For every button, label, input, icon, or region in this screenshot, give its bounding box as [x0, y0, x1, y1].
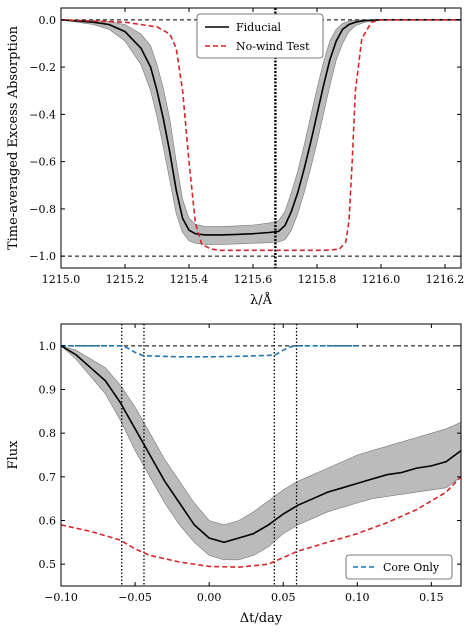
legend-label-core-only: Core Only: [383, 561, 440, 574]
y-tick-label: 0.9: [39, 384, 57, 397]
legend-label-fiducial: Fiducial: [236, 21, 282, 34]
x-axis-label-top: λ/Å: [250, 292, 273, 308]
legend-top: Fiducial No-wind Test: [196, 13, 324, 59]
y-tick-label: 0.6: [39, 515, 57, 528]
x-ticks-bottom: −0.10 −0.05 0.00 0.05 0.10 0.15: [44, 324, 444, 604]
x-tick-label: 0.10: [345, 591, 370, 604]
series-top: [60, 18, 461, 252]
legend-box-top: [196, 13, 324, 59]
series-line-2: [61, 344, 358, 358]
legend-label-no-wind: No-wind Test: [236, 40, 310, 53]
x-tick-label: 1216.2: [426, 273, 465, 286]
x-tick-label: 1215.4: [170, 273, 209, 286]
y-tick-label: −0.6: [29, 156, 56, 169]
fiducial-band-top: [60, 19, 461, 245]
top-panel: 1215.0 1215.2 1215.4 1215.6 1215.8 1216.0 1216…: [6, 7, 465, 308]
x-tick-label: 1215.6: [234, 273, 273, 286]
y-tick-label: 0.7: [39, 471, 57, 484]
x-tick-label: 1215.8: [298, 273, 337, 286]
y-tick-label: 1.0: [39, 340, 57, 353]
y-ticks-top: 0.0 −0.2 −0.4 −0.6 −0.8 −1.0: [29, 14, 461, 263]
y-axis-label-top: Time-averaged Excess Absorption: [6, 25, 21, 250]
fiducial-band-bottom: [60, 345, 462, 561]
y-tick-label: 0.0: [39, 14, 57, 27]
series-line-1: [60, 18, 461, 252]
x-tick-label: −0.10: [44, 591, 78, 604]
uncertainty-band-0: [60, 19, 461, 245]
series-bottom: [60, 344, 462, 569]
y-tick-label: −0.4: [29, 108, 56, 121]
x-axis-label-bottom: Δt/day: [240, 611, 283, 626]
x-tick-label: 1215.0: [42, 273, 81, 286]
y-ticks-bottom: 0.5 0.6 0.7 0.8 0.9 1.0: [39, 340, 461, 571]
y-tick-label: 0.8: [39, 427, 57, 440]
uncertainty-band-0: [60, 345, 462, 561]
series-line-0: [60, 18, 461, 236]
y-tick-label: 0.5: [39, 558, 57, 571]
x-tick-label: −0.05: [118, 591, 152, 604]
bottom-panel: −0.10 −0.05 0.00 0.05 0.10 0.15 0.50.60.70.80…: [6, 323, 462, 626]
series-line-0: [60, 345, 462, 544]
x-tick-label: 0.00: [197, 591, 222, 604]
y-tick-label: −1.0: [29, 250, 56, 263]
x-tick-label: 0.05: [271, 591, 296, 604]
y-tick-label: −0.2: [29, 61, 56, 74]
legend-bottom: Core Only: [345, 554, 453, 580]
x-ticks-top: 1215.0 1215.2 1215.4 1215.6 1215.8 1216.0 1216…: [42, 8, 465, 286]
y-tick-label: −0.8: [29, 203, 56, 216]
x-tick-label: 1215.2: [106, 273, 145, 286]
reference-lines-bottom: [61, 324, 461, 586]
x-tick-label: 1216.0: [362, 273, 401, 286]
series-line-1: [60, 476, 462, 569]
y-axis-label-bottom: Flux: [6, 440, 21, 470]
legend-box-bottom: [345, 554, 453, 580]
x-tick-label: 0.15: [419, 591, 444, 604]
plot-frame-top: [60, 7, 462, 269]
plot-frame-bottom: [60, 323, 462, 587]
